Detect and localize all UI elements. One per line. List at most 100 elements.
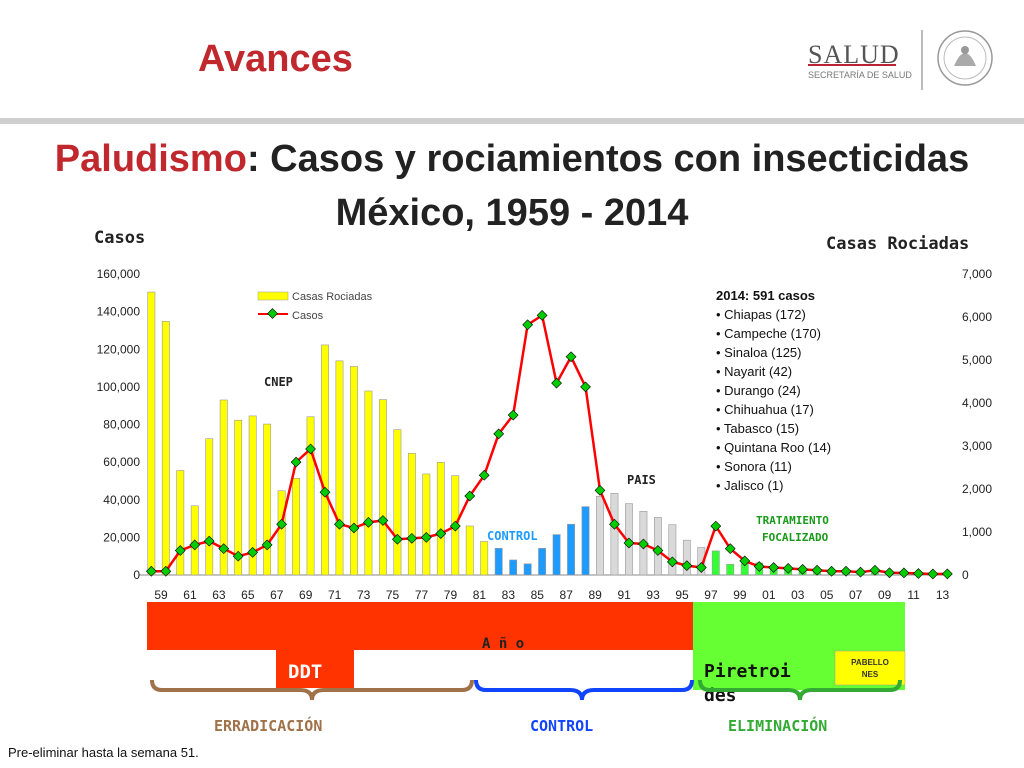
casos-point xyxy=(884,567,895,579)
bar-casas-rociadas xyxy=(306,416,315,576)
x-tick-label: 61 xyxy=(183,588,197,602)
bar-casas-rociadas xyxy=(234,419,243,576)
x-tick-label: 13 xyxy=(936,588,950,602)
ddt-block xyxy=(276,650,354,688)
casos-point xyxy=(493,428,505,440)
bar-casas-rociadas xyxy=(480,541,489,576)
casos-point xyxy=(580,381,591,393)
left-tick-label: 20,000 xyxy=(103,530,140,544)
bar-casas-rociadas xyxy=(263,423,272,576)
infobox-item: • Nayarit (42) xyxy=(716,364,792,379)
casos-point xyxy=(941,568,953,580)
bar-casas-rociadas xyxy=(248,415,257,576)
section-title: Avances xyxy=(198,38,353,80)
right-tick-label: 2,000 xyxy=(962,482,992,496)
casos-point xyxy=(363,516,374,528)
bar-casas-rociadas xyxy=(668,524,677,576)
casos-point xyxy=(334,518,345,530)
x-tick-label: 85 xyxy=(531,588,545,602)
legend-bar-swatch xyxy=(257,291,289,301)
x-tick-label: 73 xyxy=(357,588,371,602)
casos-point xyxy=(782,563,794,574)
x-tick-label: 77 xyxy=(415,588,429,602)
title-rest: : Casos y rociamientos con insecticidas xyxy=(246,138,970,180)
bar-casas-rociadas xyxy=(161,320,170,576)
bar-casas-rociadas xyxy=(321,344,329,576)
casos-point xyxy=(174,545,186,556)
bar-casas-rociadas xyxy=(494,548,503,576)
bar-casas-rociadas xyxy=(205,438,214,576)
x-tick-label: 81 xyxy=(473,588,487,602)
pabellones-label-2: NES xyxy=(862,670,879,679)
right-tick-label: 1,000 xyxy=(962,525,992,539)
casos-point xyxy=(811,564,823,576)
casos-point xyxy=(551,377,562,389)
casos-point xyxy=(869,564,881,576)
national-seal-icon xyxy=(937,30,993,86)
right-tick-label: 7,000 xyxy=(962,267,992,281)
bar-casas-rociadas xyxy=(711,550,720,576)
casos-point xyxy=(898,567,910,579)
left-tick-label: 120,000 xyxy=(97,342,141,356)
chart-title-line2: México, 1959 - 2014 xyxy=(335,192,689,234)
era-eliminacion: ELIMINACIÓN xyxy=(728,716,827,735)
bar-casas-rociadas xyxy=(422,473,431,576)
bar-casas-rociadas xyxy=(682,539,691,576)
casos-point xyxy=(319,486,331,498)
casos-point xyxy=(609,518,620,530)
casos-point xyxy=(145,565,157,577)
bar-casas-rociadas xyxy=(176,470,185,576)
casos-point xyxy=(464,490,476,502)
casos-point xyxy=(232,550,244,562)
casos-point xyxy=(348,522,360,534)
infobox-item: • Sinaloa (125) xyxy=(716,345,802,360)
left-tick-label: 160,000 xyxy=(97,267,141,281)
x-tick-label: 09 xyxy=(878,588,892,602)
left-tick-label: 0 xyxy=(133,568,140,582)
casos-point xyxy=(522,319,534,331)
right-tick-label: 0 xyxy=(962,568,969,582)
infobox-item: • Chiapas (172) xyxy=(716,307,806,322)
bar-casas-rociadas xyxy=(147,291,156,576)
casos-point xyxy=(290,456,302,468)
legend-line-marker xyxy=(267,308,278,319)
header-bar xyxy=(0,0,1024,118)
bar-casas-rociadas xyxy=(581,506,590,576)
bar-casas-rociadas xyxy=(393,429,402,576)
bar-casas-rociadas xyxy=(335,360,344,576)
casos-point xyxy=(623,537,635,549)
chart-title-line1: Paludismo: Casos y rociamientos con inse… xyxy=(0,138,1024,181)
bar-casas-rociadas xyxy=(350,366,358,576)
casos-point xyxy=(392,533,403,545)
casos-point xyxy=(666,556,678,568)
bar-casas-rociadas xyxy=(378,399,387,576)
timeline-green-band xyxy=(693,602,905,650)
annotation-cnep: CNEP xyxy=(264,375,293,389)
infobox-item: • Tabasco (15) xyxy=(716,421,799,436)
casos-point xyxy=(855,566,866,578)
casos-point xyxy=(507,409,519,421)
x-tick-label: 63 xyxy=(212,588,226,602)
annotation-focalizado: FOCALIZADO xyxy=(762,531,829,544)
bar-casas-rociadas xyxy=(509,559,518,576)
x-tick-label: 95 xyxy=(675,588,689,602)
infobox-item: • Jalisco (1) xyxy=(716,478,783,493)
timeline-red-band xyxy=(147,602,695,650)
casos-point xyxy=(305,443,316,455)
casos-point xyxy=(768,562,780,573)
logo-separator xyxy=(921,30,923,90)
era-erradicacion: ERRADICACIÓN xyxy=(214,716,322,735)
casos-point xyxy=(276,518,287,530)
erradicacion-brace xyxy=(150,679,474,701)
pabellones-box xyxy=(834,650,906,686)
x-tick-label: 59 xyxy=(154,588,168,602)
casos-point xyxy=(536,310,548,321)
x-tick-label: 05 xyxy=(820,588,834,602)
x-tick-label: 11 xyxy=(907,588,920,602)
casos-point xyxy=(797,563,808,575)
x-tick-label: 01 xyxy=(762,588,776,602)
x-tick-label: 67 xyxy=(270,588,284,602)
bar-casas-rociadas xyxy=(552,534,561,576)
title-highlight: Paludismo xyxy=(54,138,247,180)
